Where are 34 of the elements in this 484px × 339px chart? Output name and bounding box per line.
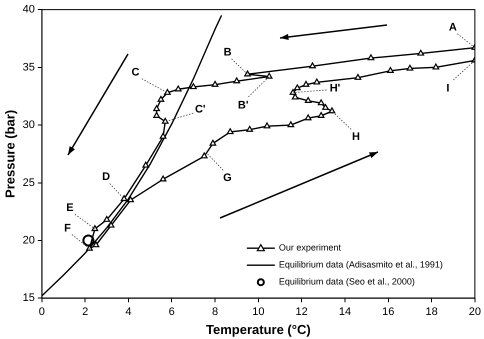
x-tick-label: 2	[82, 306, 88, 318]
annotation: H'	[330, 82, 341, 95]
x-tick-label: 0	[38, 306, 45, 318]
y-tick-label: 25	[22, 176, 35, 189]
x-tick-label: 12	[296, 306, 308, 318]
annotation: B'	[238, 100, 249, 112]
annotation: C'	[194, 104, 206, 116]
y-tick-label: 30	[22, 119, 35, 132]
annotation: I	[446, 82, 450, 94]
y-tick-label: 15	[22, 292, 35, 304]
x-tick-label: 10	[252, 306, 264, 318]
y-tick-label: 35	[22, 61, 35, 74]
y-tick-label: 20	[22, 234, 35, 247]
y-tick-label: 40	[22, 4, 35, 16]
annotation: D	[102, 170, 110, 183]
annotation: H	[352, 131, 360, 144]
annotation: B	[224, 46, 232, 58]
x-tick-label: 4	[125, 306, 132, 318]
x-tick-label: 8	[212, 306, 218, 318]
annotation: E	[66, 202, 74, 214]
x-tick-label: 16	[382, 306, 394, 318]
legend-label: Equilibrium data (Adisasmito et al., 1991)	[278, 260, 443, 270]
x-tick-label: 18	[425, 306, 438, 318]
x-axis-title: Temperature (°C)	[206, 322, 311, 337]
x-tick-label: 14	[338, 306, 352, 318]
annotation: A	[448, 22, 457, 34]
annotation: C	[131, 66, 140, 79]
x-tick-label: 6	[168, 306, 175, 318]
annotation: F	[64, 222, 72, 235]
legend-label: Our experiment	[278, 242, 342, 253]
x-tick-label: 20	[468, 306, 482, 318]
y-axis-title: Pressure (bar)	[2, 110, 18, 198]
legend-label: Equilibrium data (Seo et al., 2000)	[278, 276, 415, 287]
annotation: G	[223, 172, 232, 184]
